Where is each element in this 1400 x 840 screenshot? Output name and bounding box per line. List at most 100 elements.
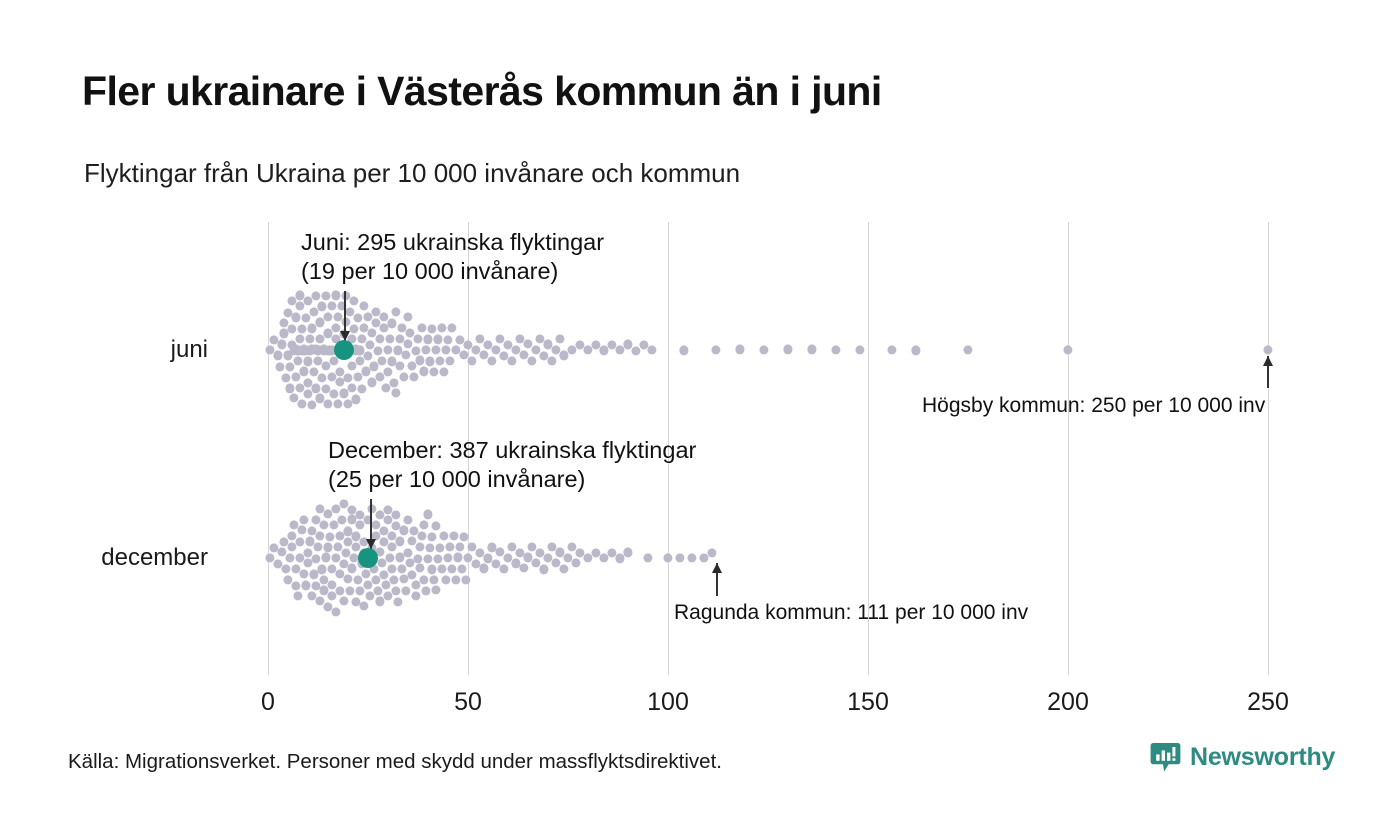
data-dot: [381, 580, 391, 590]
data-dot: [379, 570, 389, 580]
data-dot: [385, 334, 395, 344]
data-dot: [415, 563, 425, 573]
data-dot: [349, 553, 359, 563]
data-dot: [495, 547, 505, 557]
data-dot: [371, 531, 381, 541]
data-dot: [539, 351, 549, 361]
data-dot: [887, 345, 897, 355]
data-dot: [367, 377, 377, 387]
data-dot: [409, 526, 419, 536]
annotation-hogsby-outlier: Högsby kommun: 250 per 10 000 inv: [922, 394, 1266, 417]
data-dot: [323, 602, 333, 612]
data-dot: [351, 597, 361, 607]
data-dot: [399, 372, 409, 382]
data-dot: [383, 344, 393, 355]
data-dot: [407, 361, 417, 371]
data-dot: [303, 378, 313, 388]
x-tick-label-0: 0: [261, 688, 275, 716]
data-dot: [491, 345, 501, 355]
data-dot: [295, 537, 305, 547]
data-dot: [319, 520, 329, 530]
data-dot: [467, 356, 477, 366]
data-dot: [445, 356, 455, 366]
data-dot: [291, 372, 301, 382]
data-dot: [415, 355, 425, 366]
data-dot: [431, 585, 441, 595]
brand-name: Newsworthy: [1190, 743, 1336, 771]
data-dot: [425, 356, 435, 366]
data-dot: [307, 526, 317, 536]
data-dot: [395, 552, 405, 563]
data-dot: [355, 510, 365, 520]
data-dot: [495, 334, 505, 344]
data-dot: [303, 558, 313, 568]
data-dot: [289, 393, 299, 403]
data-dot: [403, 515, 413, 525]
data-dot: [783, 344, 793, 354]
data-dot: [359, 537, 369, 547]
data-dot: [447, 323, 457, 333]
data-dot: [375, 547, 385, 557]
data-dot: [523, 339, 533, 349]
data-dot: [357, 334, 367, 344]
data-dot: [299, 514, 309, 525]
data-dot: [427, 532, 437, 542]
data-dot: [527, 542, 537, 552]
x-tick-label-200: 200: [1047, 688, 1089, 716]
data-dot: [507, 356, 517, 366]
annotation-arrow-hogsby-outlier: [1263, 356, 1273, 388]
gridline-50: [468, 222, 469, 675]
data-dot: [471, 559, 481, 569]
data-dot: [327, 580, 337, 590]
data-dot: [273, 559, 283, 569]
data-dot: [423, 334, 433, 345]
data-dot: [439, 531, 449, 541]
data-dot: [383, 590, 393, 601]
data-dot: [1263, 345, 1273, 355]
data-dot: [379, 312, 389, 322]
data-dot: [403, 339, 413, 349]
data-dot: [455, 542, 465, 552]
x-tick-label-50: 50: [454, 688, 482, 716]
data-dot: [331, 503, 341, 514]
data-dot: [287, 296, 297, 306]
data-dot: [335, 569, 345, 579]
data-dot: [305, 536, 315, 546]
data-dot: [405, 328, 415, 338]
data-dot: [427, 324, 437, 334]
data-dot: [317, 301, 327, 312]
data-dot: [707, 548, 717, 558]
gridline-200: [1068, 222, 1069, 675]
data-dot: [687, 553, 697, 563]
data-dot: [499, 351, 509, 361]
data-dot: [361, 569, 371, 579]
data-dot: [327, 564, 337, 574]
data-dot: [467, 542, 477, 552]
data-dot: [323, 542, 333, 553]
bar-chart-bubble-icon: [1150, 742, 1181, 773]
data-dot: [675, 553, 685, 563]
data-dot: [311, 581, 321, 591]
data-dot: [371, 307, 381, 317]
data-dot: [437, 564, 447, 574]
data-dot: [315, 596, 325, 606]
data-dot: [333, 399, 343, 409]
category-label-juni: juni: [170, 336, 208, 363]
data-dot: [309, 307, 319, 317]
data-dot: [339, 499, 349, 509]
data-dot: [293, 591, 303, 601]
data-dot: [855, 345, 865, 355]
data-dot: [413, 334, 423, 344]
data-dot: [335, 531, 345, 541]
data-dot: [295, 553, 305, 563]
data-dot: [307, 323, 317, 333]
data-dot: [389, 575, 399, 585]
data-dot: [371, 520, 381, 530]
data-dot: [315, 334, 325, 344]
gridline-150: [868, 222, 869, 675]
data-dot: [327, 301, 337, 311]
data-dot: [321, 361, 331, 371]
data-dot: [445, 542, 455, 552]
annotation-arrow-juni-highlight: [340, 291, 350, 341]
data-dot: [433, 553, 443, 564]
